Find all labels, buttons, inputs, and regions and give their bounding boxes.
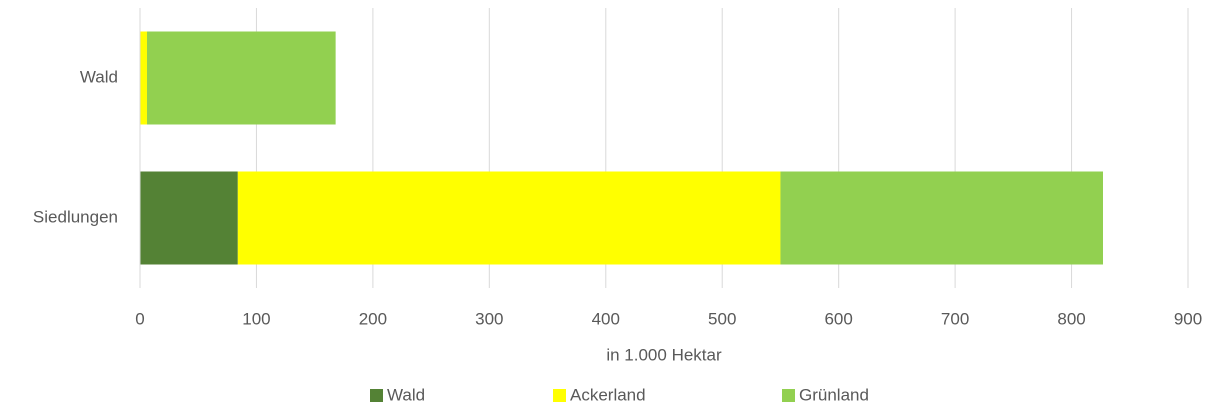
x-tick-label: 600 [824,309,852,328]
bar [780,171,1103,265]
y-tick-label: Siedlungen [33,207,118,226]
bar [146,31,336,125]
x-tick-label: 200 [359,309,387,328]
legend-swatch [370,389,383,402]
bar [140,31,147,125]
bar [237,171,781,265]
legend-label: Wald [387,385,425,404]
x-tick-label: 500 [708,309,736,328]
legend-label: Ackerland [570,385,646,404]
y-tick-label: Wald [80,67,118,86]
x-tick-label: 100 [242,309,270,328]
x-tick-label: 700 [941,309,969,328]
x-tick-label: 300 [475,309,503,328]
bar [140,171,238,265]
x-tick-label: 0 [135,309,144,328]
legend-swatch [782,389,795,402]
legend-label: Grünland [799,385,869,404]
x-tick-label: 900 [1174,309,1202,328]
legend-swatch [553,389,566,402]
x-tick-label: 400 [592,309,620,328]
x-tick-label: 800 [1057,309,1085,328]
x-axis-title: in 1.000 Hektar [606,345,722,364]
